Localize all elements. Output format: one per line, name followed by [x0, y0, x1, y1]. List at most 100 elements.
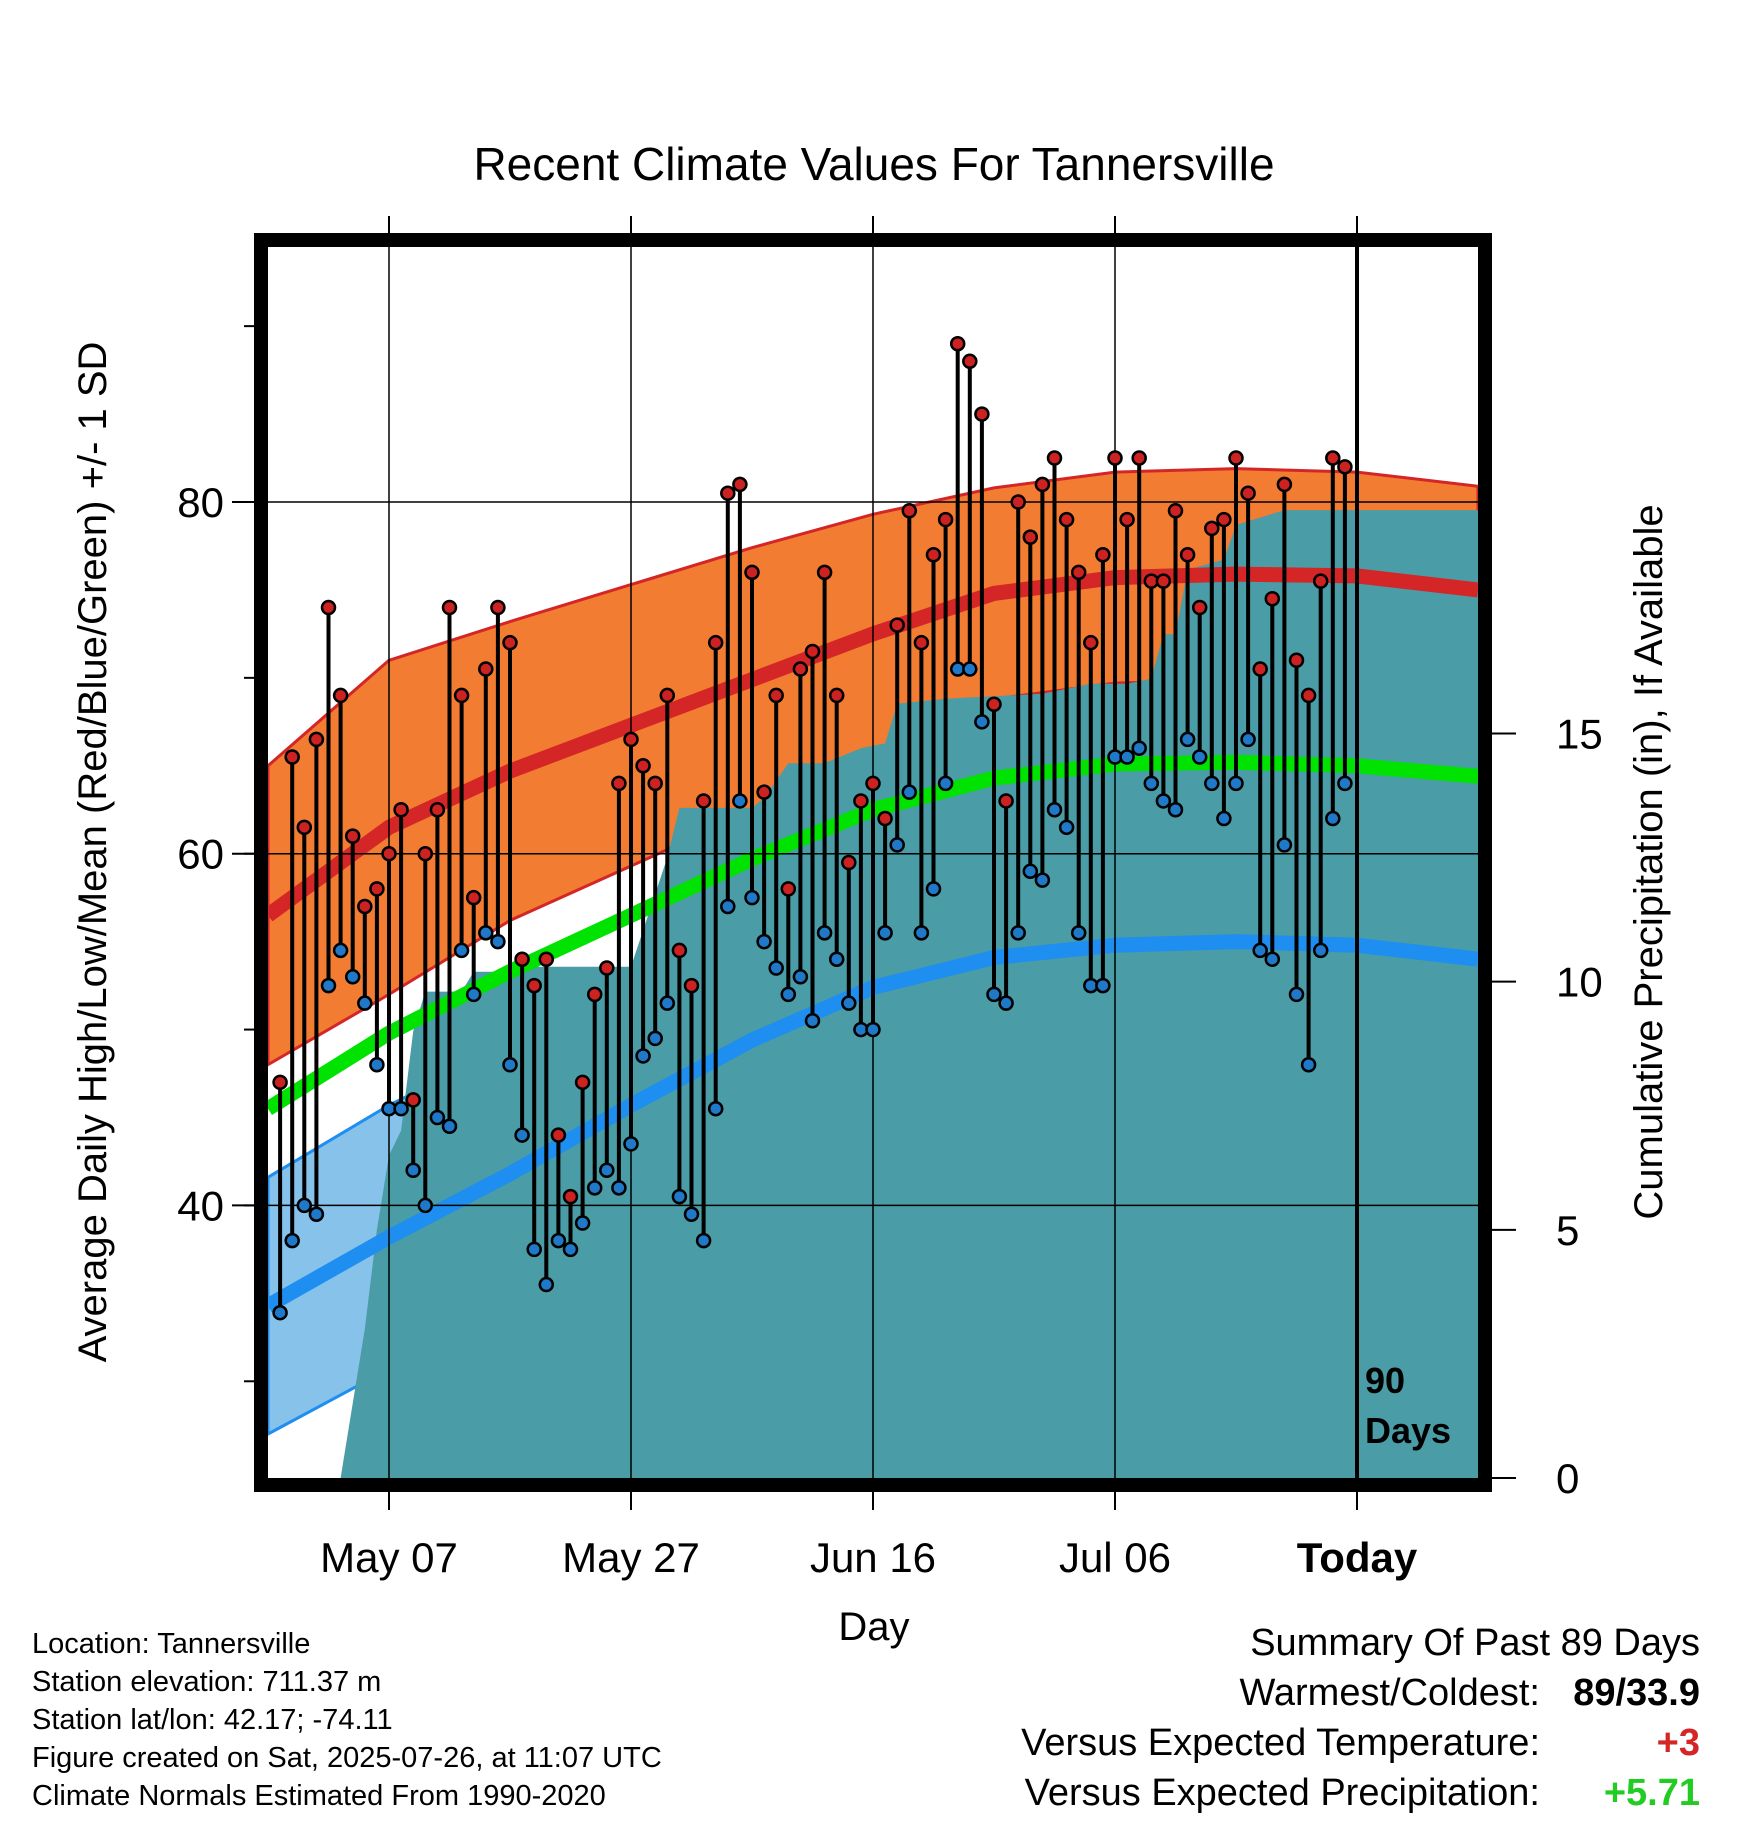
- low-point: [683, 1206, 700, 1222]
- low-point: [1337, 775, 1353, 792]
- low-point: [720, 898, 736, 915]
- high-point: [925, 547, 942, 563]
- high-point: [913, 634, 930, 651]
- high-point: [429, 801, 446, 818]
- warm-cold-row: Warmest/Coldest: 89/33.9: [1021, 1672, 1700, 1722]
- low-point: [369, 1056, 385, 1073]
- high-point: [1155, 573, 1172, 589]
- high-point: [1119, 511, 1135, 528]
- low-point: [272, 1304, 288, 1321]
- high-point: [320, 599, 337, 616]
- low-point: [1119, 749, 1135, 765]
- low-point: [889, 837, 905, 853]
- precip-row: Versus Expected Precipitation: +5.71: [1021, 1772, 1700, 1822]
- high-point: [550, 1127, 567, 1143]
- high-point: [1240, 485, 1256, 501]
- right-tick-label: 5: [1556, 1207, 1579, 1254]
- high-point: [1204, 520, 1220, 537]
- low-point: [1191, 749, 1208, 765]
- high-point: [720, 485, 736, 501]
- high-point: [732, 476, 748, 493]
- low-point: [804, 1013, 821, 1029]
- normals-text: Climate Normals Estimated From 1990-2020: [32, 1780, 606, 1812]
- low-point: [599, 1162, 615, 1178]
- high-point: [490, 599, 506, 616]
- plot-area: 90 Days: [268, 247, 1478, 1478]
- high-point: [272, 1074, 288, 1091]
- low-point: [768, 960, 784, 976]
- low-point: [707, 1100, 724, 1117]
- high-point: [1300, 687, 1317, 704]
- low-point: [1216, 810, 1232, 827]
- low-point: [417, 1197, 434, 1214]
- low-point: [1058, 819, 1075, 836]
- low-point: [441, 1118, 458, 1135]
- low-point: [284, 1232, 300, 1249]
- chart-title: Recent Climate Values For Tannersville: [473, 138, 1274, 190]
- x-tick-label: Today: [1297, 1534, 1418, 1581]
- high-point: [453, 687, 470, 704]
- high-point: [1131, 450, 1147, 466]
- low-point: [756, 933, 772, 950]
- today-days-word: Days: [1365, 1410, 1451, 1451]
- low-point: [937, 775, 954, 792]
- high-point: [344, 828, 361, 844]
- high-point: [671, 942, 688, 959]
- left-tick-label: 80: [177, 479, 224, 526]
- high-point: [683, 977, 700, 994]
- low-point: [659, 995, 676, 1011]
- right-axis-label: Cumulative Precipitation (in), If Availa…: [1627, 504, 1671, 1219]
- high-point: [1107, 450, 1123, 466]
- low-point: [1167, 801, 1184, 818]
- low-point: [562, 1241, 579, 1258]
- low-point: [526, 1241, 542, 1258]
- latlon-text: Station lat/lon: 42.17; -74.11: [32, 1704, 393, 1736]
- high-point: [707, 634, 724, 651]
- high-point: [647, 775, 663, 792]
- precip-value: +5.71: [1603, 1772, 1700, 1814]
- precip-label: Versus Expected Precipitation:: [1024, 1772, 1540, 1814]
- high-point: [1010, 494, 1026, 510]
- high-point: [828, 687, 845, 704]
- low-point: [1325, 810, 1341, 827]
- low-point: [344, 969, 361, 985]
- low-point: [865, 1021, 881, 1038]
- warm-cold-label: Warmest/Coldest:: [1239, 1672, 1540, 1714]
- station-info: Location: Tannersville Station elevation…: [32, 1625, 662, 1815]
- high-point: [889, 617, 905, 633]
- high-point: [405, 1092, 421, 1108]
- x-tick-label: May 27: [562, 1534, 700, 1581]
- low-point: [1228, 775, 1244, 792]
- low-point: [913, 925, 930, 941]
- high-point: [284, 749, 300, 765]
- low-point: [1300, 1056, 1317, 1073]
- x-tick-label: Jul 06: [1059, 1534, 1171, 1581]
- low-point: [925, 881, 942, 897]
- high-point: [901, 503, 918, 519]
- low-point: [695, 1232, 712, 1249]
- low-point: [1034, 872, 1051, 888]
- left-axis-label: Average Daily High/Low/Mean (Red/Blue/Gr…: [71, 342, 115, 1363]
- elevation-text: Station elevation: 711.37 m: [32, 1666, 382, 1698]
- today-days-number: 90: [1365, 1360, 1405, 1401]
- high-point: [998, 793, 1014, 809]
- high-point: [1179, 547, 1196, 563]
- low-point: [478, 925, 494, 941]
- low-point: [393, 1100, 409, 1117]
- low-point: [780, 986, 797, 1003]
- high-point: [1034, 476, 1051, 493]
- high-point: [478, 661, 494, 677]
- created-text: Figure created on Sat, 2025-07-26, at 11…: [32, 1742, 662, 1774]
- low-point: [490, 933, 506, 950]
- high-point: [816, 564, 833, 581]
- low-point: [429, 1109, 446, 1126]
- low-point: [1288, 986, 1305, 1003]
- high-point: [635, 758, 651, 774]
- high-point: [417, 845, 434, 862]
- location-text: Location: Tannersville: [32, 1628, 311, 1660]
- high-point: [865, 775, 881, 792]
- high-point: [1252, 661, 1268, 677]
- high-point: [768, 687, 784, 704]
- low-point: [1276, 837, 1293, 853]
